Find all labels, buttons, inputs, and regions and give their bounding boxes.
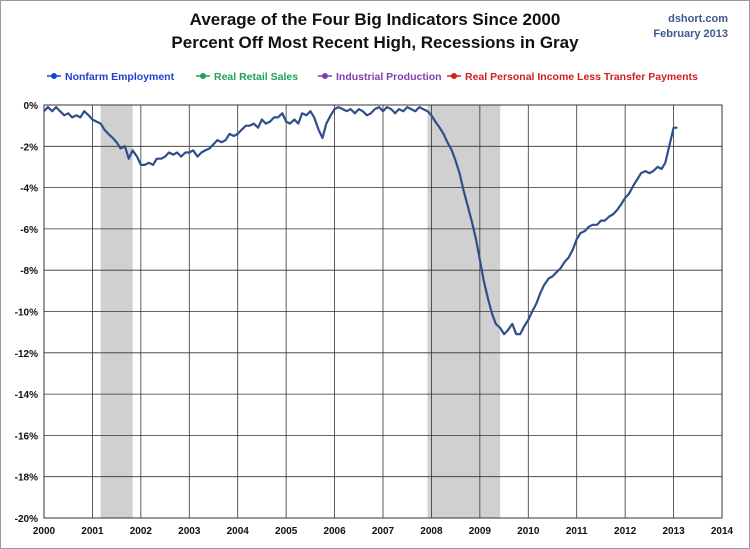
- legend-item-label: Real Personal Income Less Transfer Payme…: [465, 71, 698, 83]
- y-tick-label: -12%: [15, 349, 38, 360]
- y-tick-label: 0%: [24, 101, 39, 112]
- source-date: February 2013: [653, 28, 728, 40]
- x-tick-label: 2005: [275, 526, 298, 537]
- chart-subtitle: Percent Off Most Recent High, Recessions…: [171, 33, 579, 52]
- source-name: dshort.com: [668, 13, 728, 25]
- y-tick-label: -8%: [20, 266, 38, 277]
- x-tick-label: 2009: [469, 526, 492, 537]
- legend-item-label: Nonfarm Employment: [65, 71, 175, 83]
- y-tick-label: -18%: [15, 473, 38, 484]
- x-tick-label: 2013: [662, 526, 685, 537]
- plot-border: [43, 104, 723, 519]
- legend-marker-dot: [322, 73, 328, 79]
- y-tick-label: -20%: [15, 514, 38, 525]
- y-tick-label: -10%: [15, 308, 38, 319]
- y-tick-label: -4%: [20, 184, 38, 195]
- x-tick-label: 2000: [33, 526, 56, 537]
- y-tick-label: -6%: [20, 225, 38, 236]
- x-tick-label: 2007: [372, 526, 395, 537]
- x-tick-label: 2004: [227, 526, 250, 537]
- legend-item-label: Industrial Production: [336, 71, 442, 83]
- legend-marker-dot: [51, 73, 57, 79]
- series-line: [43, 106, 678, 336]
- x-tick-label: 2014: [711, 526, 734, 537]
- y-tick-label: -14%: [15, 390, 38, 401]
- chart-title: Average of the Four Big Indicators Since…: [189, 10, 561, 29]
- x-tick-label: 2003: [178, 526, 201, 537]
- y-tick-label: -2%: [20, 142, 38, 153]
- x-tick-label: 2002: [130, 526, 153, 537]
- legend-marker-dot: [200, 73, 206, 79]
- legend-item-label: Real Retail Sales: [214, 71, 298, 83]
- x-tick-label: 2008: [420, 526, 443, 537]
- x-tick-label: 2010: [517, 526, 540, 537]
- x-tick-label: 2012: [614, 526, 637, 537]
- x-tick-label: 2001: [81, 526, 104, 537]
- x-tick-label: 2006: [323, 526, 346, 537]
- y-tick-label: -16%: [15, 431, 38, 442]
- legend-marker-dot: [451, 73, 457, 79]
- x-tick-label: 2011: [566, 526, 588, 537]
